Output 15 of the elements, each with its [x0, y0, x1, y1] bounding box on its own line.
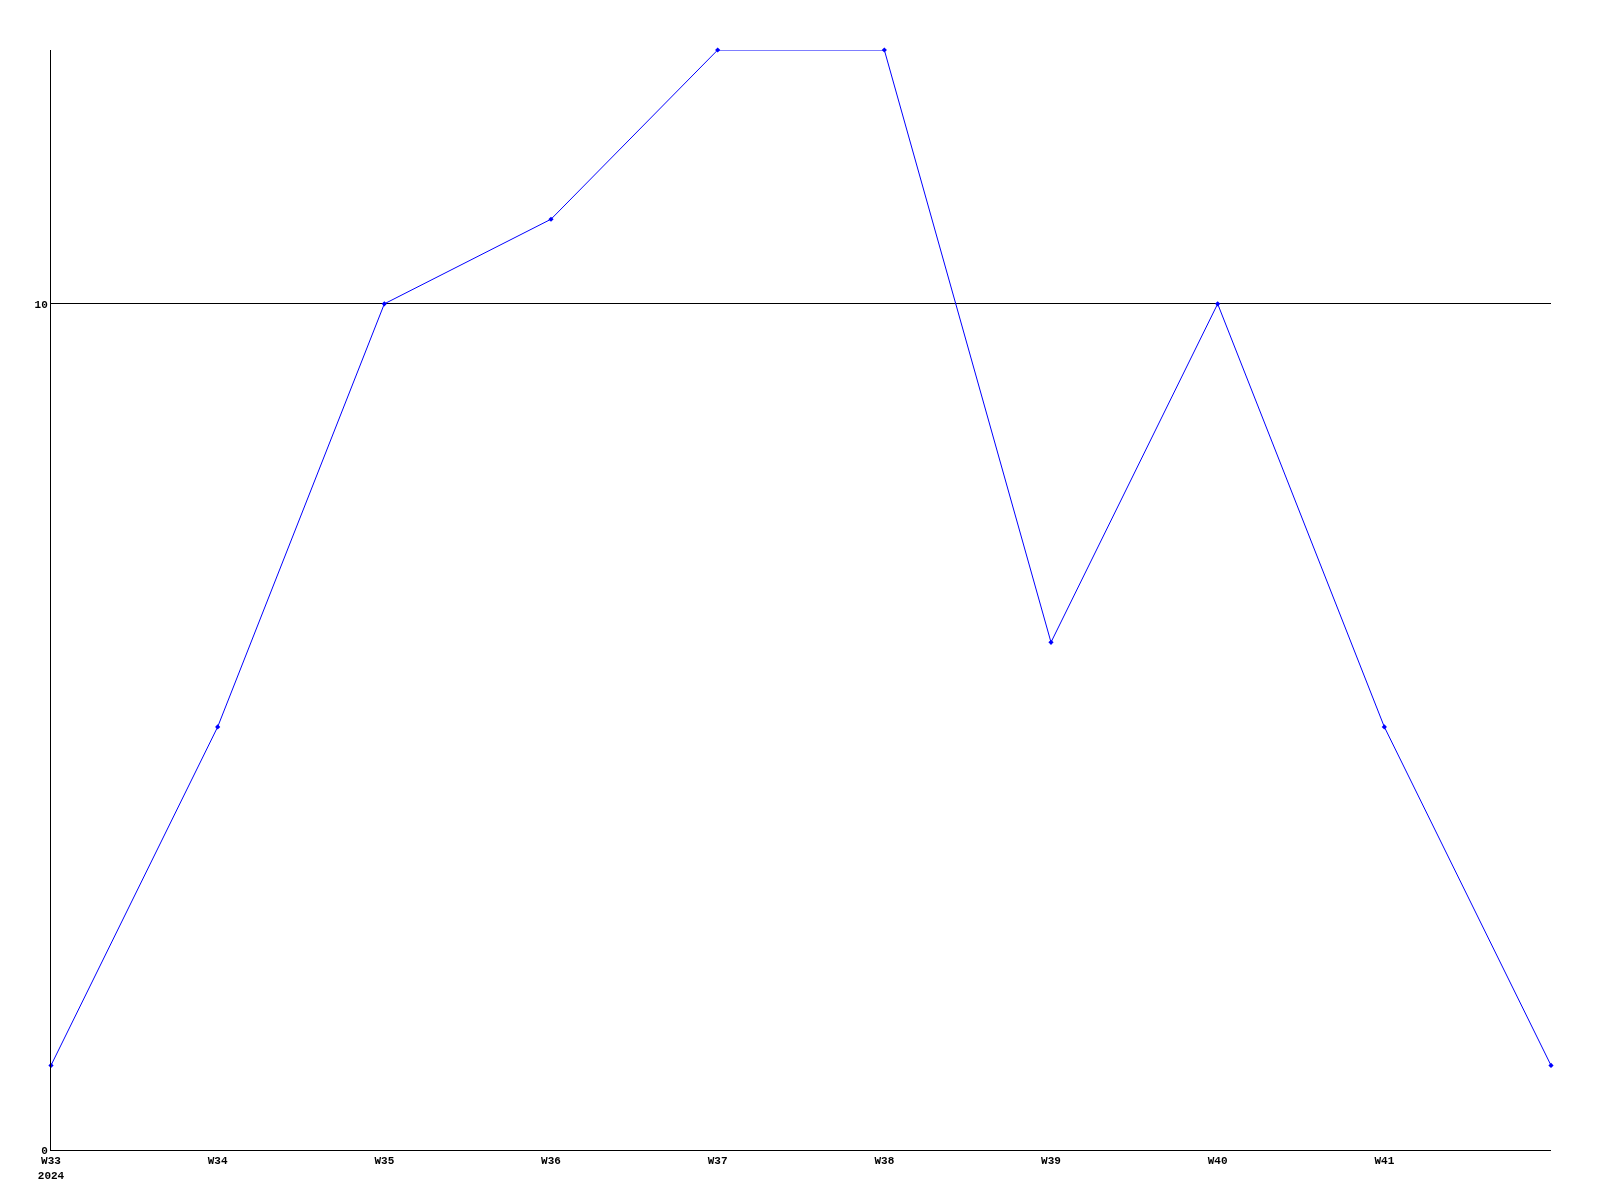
y-tick-label: 0 — [41, 1144, 48, 1157]
x-tick-label: W33 2024 — [37, 1155, 65, 1182]
x-tick-label: W34 — [207, 1155, 228, 1168]
point — [1381, 724, 1387, 730]
point — [215, 724, 221, 730]
point — [1215, 301, 1221, 307]
x-tick-label: W40 — [1207, 1155, 1228, 1168]
x-tick-label: W39 — [1041, 1155, 1061, 1168]
y-tick-label: 10 — [34, 298, 48, 311]
x-tick-label: W38 — [874, 1155, 895, 1168]
x-tick-label: W36 — [541, 1155, 561, 1168]
point — [381, 301, 387, 307]
x-tick-label: W41 — [1374, 1155, 1395, 1168]
x-tick-label: W35 — [374, 1155, 395, 1168]
x-tick-label: W37 — [707, 1155, 728, 1168]
